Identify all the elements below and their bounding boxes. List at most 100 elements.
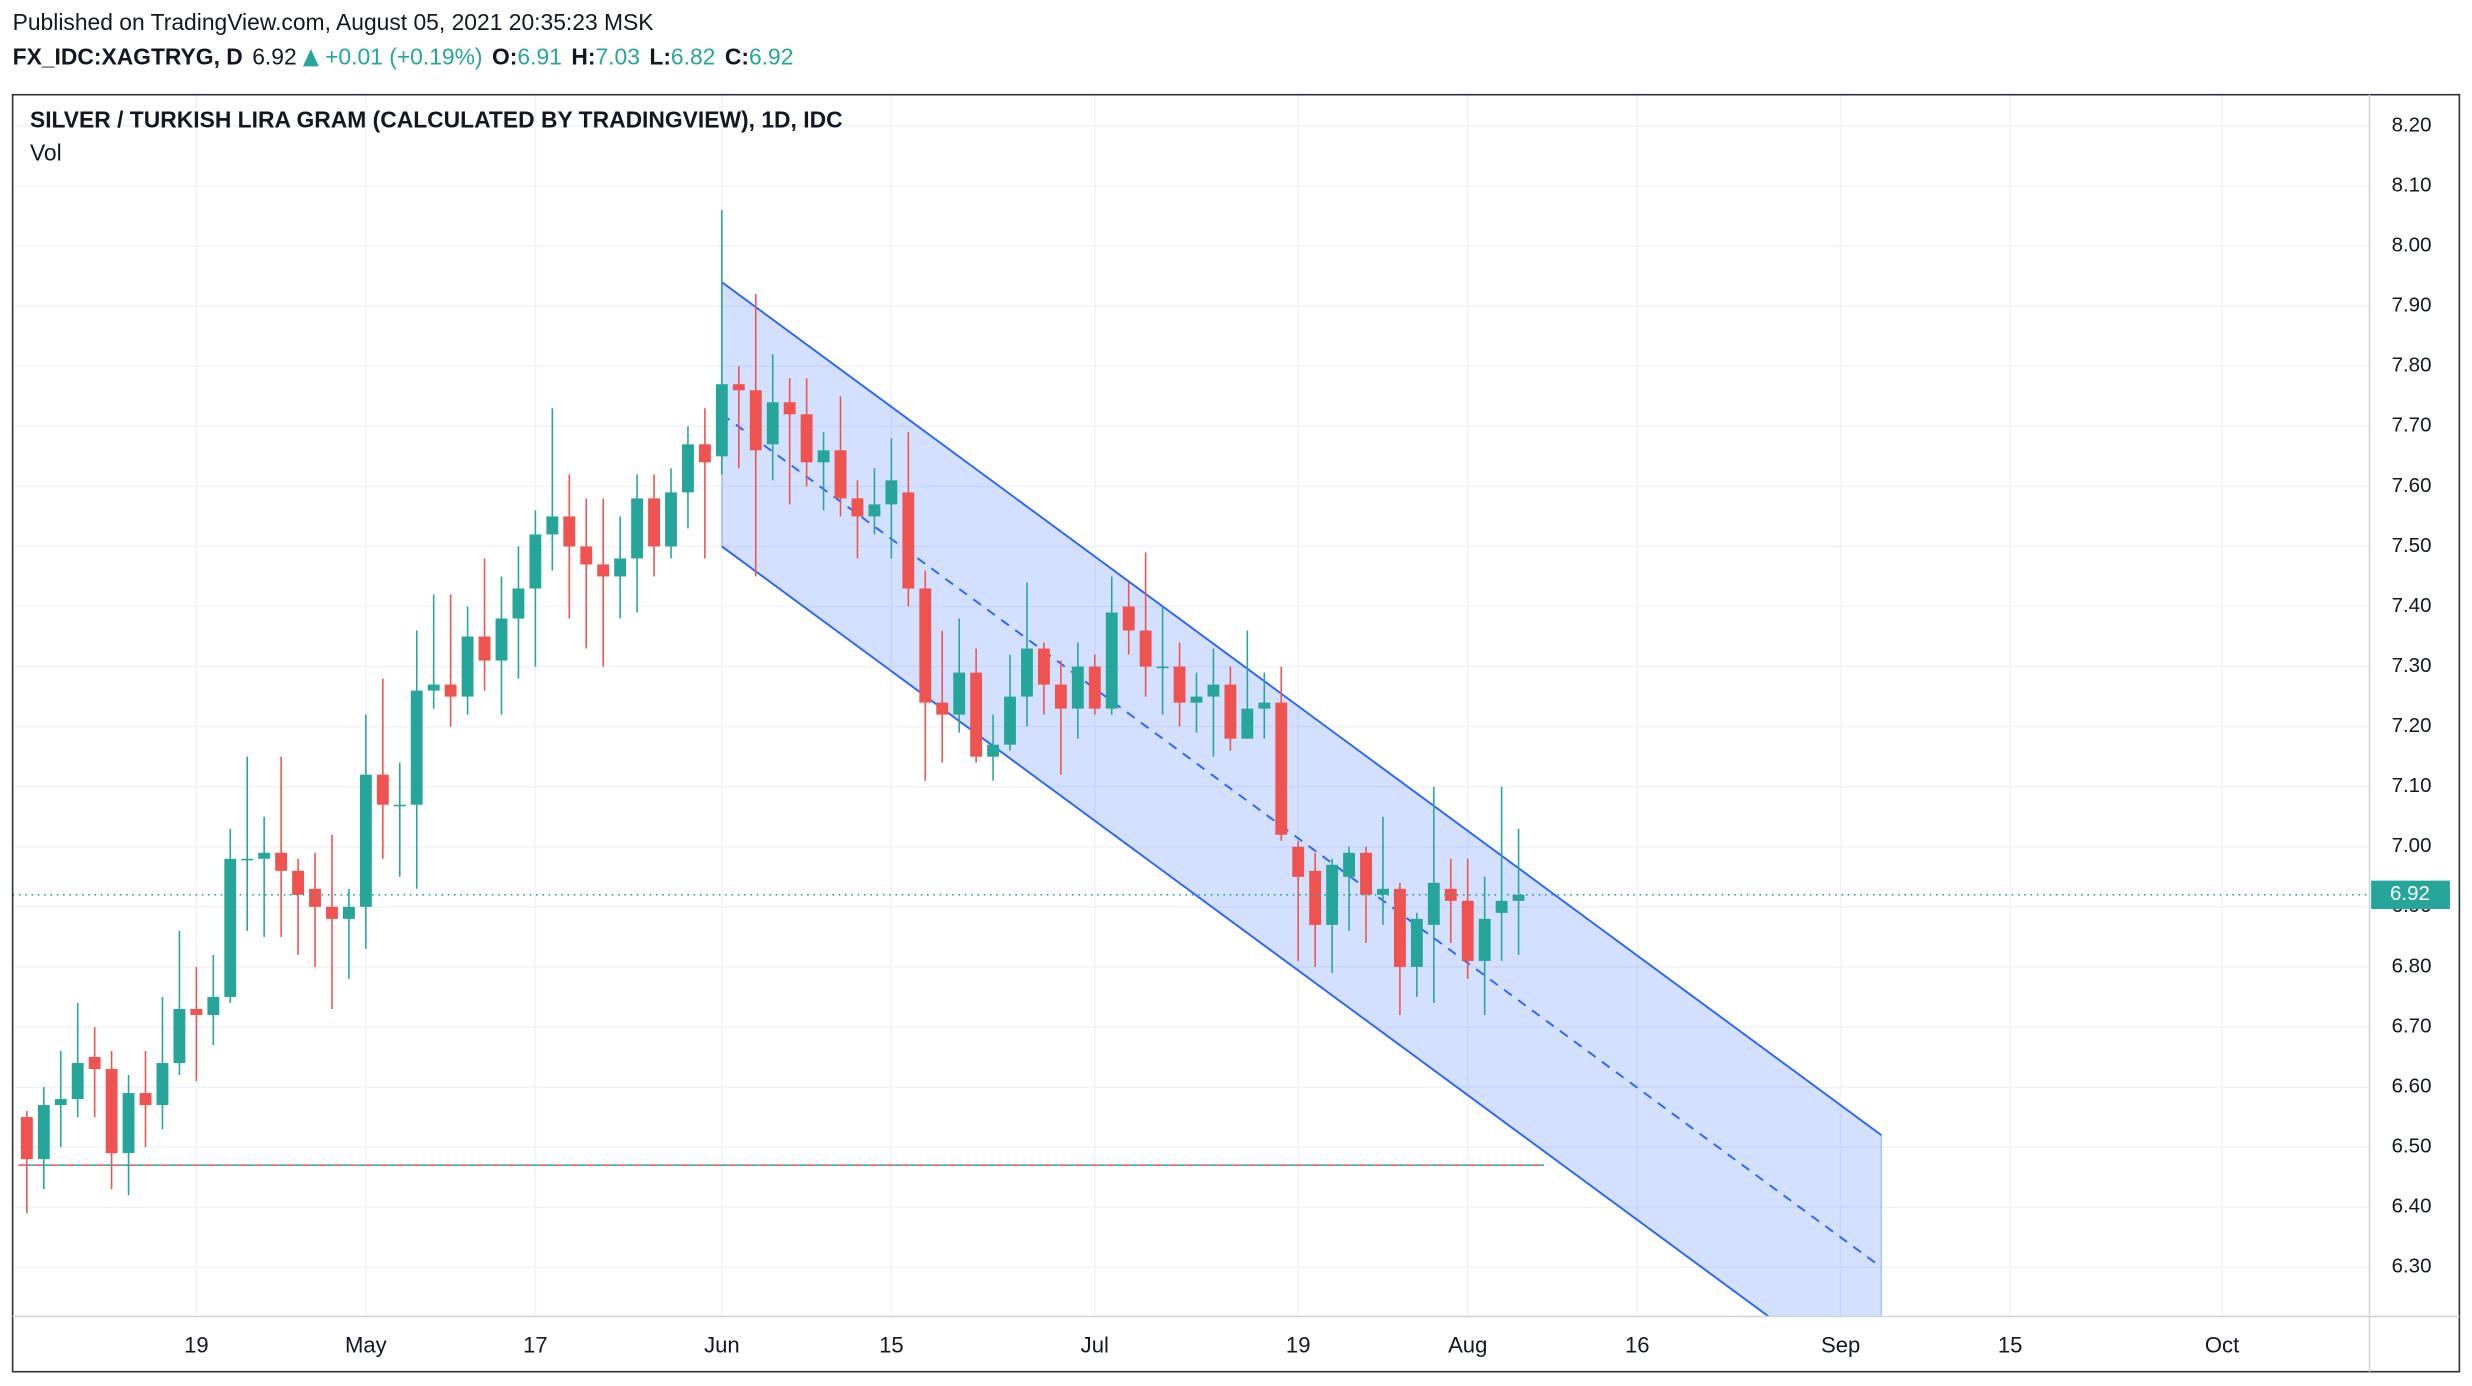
y-tick-label: 6.60 (2392, 1074, 2432, 1097)
candle-body (478, 636, 491, 661)
ohlc-value: 7.03 (595, 43, 639, 69)
frame (11, 93, 2461, 1373)
y-tick-label: 6.80 (2392, 954, 2432, 977)
candle-body (665, 492, 677, 547)
y-tick-label: 7.80 (2392, 354, 2432, 377)
candle-body (207, 996, 220, 1015)
candle-body (1190, 696, 1203, 703)
candle-body (241, 858, 254, 861)
candle-body (1241, 708, 1254, 739)
ohlc-value: 6.82 (671, 43, 715, 69)
candle-body (715, 384, 728, 457)
candle-body (766, 402, 779, 445)
candle-body (54, 1099, 67, 1106)
candle-body (1343, 852, 1355, 877)
symbol: FX_IDC:XAGTRYG, D (13, 43, 243, 69)
y-tick-label: 7.10 (2392, 774, 2432, 797)
candle-body (783, 402, 796, 415)
ohlc-value: 6.91 (517, 43, 561, 69)
y-tick-label: 8.20 (2392, 113, 2432, 136)
candle-body (885, 480, 898, 505)
candle-body (1393, 888, 1406, 967)
candle-body (1461, 900, 1474, 961)
candle-body (1275, 702, 1288, 835)
candle-body (919, 588, 932, 703)
channel-lower (721, 545, 1771, 1317)
last-price-badge (2371, 880, 2450, 910)
x-tick-label: May (345, 1332, 387, 1357)
candle-body (326, 906, 338, 919)
channel-middle (721, 413, 1882, 1269)
candle-body (156, 1063, 169, 1106)
y-tick-label: 7.00 (2392, 834, 2432, 857)
plot-area (12, 210, 2370, 1317)
ohlc-label: L: (649, 43, 671, 69)
candle-body (546, 516, 559, 535)
candle-body (122, 1093, 135, 1154)
candle-body (309, 888, 321, 907)
candle-body (1021, 648, 1033, 697)
x-tick-label: 16 (1625, 1332, 1650, 1357)
candle-body (410, 690, 423, 805)
price: 6.92 (252, 43, 296, 69)
y-tick-label: 6.50 (2392, 1135, 2432, 1158)
candle-body (597, 564, 610, 577)
candle-body (376, 774, 389, 805)
chart-subtitle: Vol (30, 140, 62, 166)
ohlc-label: O: (492, 43, 517, 69)
candle-body (224, 858, 237, 997)
y-tick-label: 7.70 (2392, 414, 2432, 437)
x-tick-label: 17 (523, 1332, 548, 1357)
candle-body (749, 390, 762, 451)
y-tick-label: 7.90 (2392, 294, 2432, 317)
candle-body (563, 516, 576, 547)
last-price-label: 6.92 (2390, 882, 2430, 905)
candle-body (512, 588, 525, 619)
candle-body (648, 498, 660, 547)
candle-body (970, 672, 983, 757)
candle-body (1088, 666, 1101, 709)
axes: 6.306.406.506.606.706.806.907.007.107.20… (184, 113, 2450, 1357)
x-tick-label: Aug (1448, 1332, 1487, 1357)
candle-body (20, 1117, 33, 1160)
x-tick-label: 19 (1286, 1332, 1311, 1357)
y-tick-label: 7.50 (2392, 534, 2432, 557)
y-tick-label: 6.40 (2392, 1195, 2432, 1218)
candle-body (1156, 666, 1169, 669)
ohlc-value: 6.92 (749, 43, 793, 69)
candle-body (868, 504, 881, 517)
candle-body (173, 1008, 186, 1064)
candle-body (461, 636, 474, 697)
ohlc-label: C: (725, 43, 749, 69)
channel-fill (721, 282, 1882, 1317)
published-note: Published on TradingView.com, August 05,… (13, 9, 654, 35)
candle-body (444, 684, 457, 697)
chart-title: SILVER / TURKISH LIRA GRAM (CALCULATED B… (30, 107, 843, 133)
y-tick-label: 7.60 (2392, 474, 2432, 497)
candle-body (834, 450, 847, 499)
candle-body (37, 1105, 50, 1160)
candle-body (1054, 684, 1067, 709)
channel-upper (721, 281, 1882, 1136)
y-tick-label: 7.40 (2392, 594, 2432, 617)
candle-body (258, 852, 271, 859)
x-tick-label: 15 (1998, 1332, 2023, 1357)
candle-body (851, 498, 864, 517)
candle-body (105, 1069, 118, 1154)
candle-body (495, 618, 508, 661)
candle-body (275, 852, 288, 871)
up-arrow (303, 48, 319, 67)
candle-body (427, 684, 440, 691)
candle-body (359, 774, 372, 907)
candle-body (1360, 852, 1372, 895)
y-tick-label: 6.70 (2392, 1014, 2432, 1037)
candle-body (902, 492, 915, 589)
candle-body (800, 414, 813, 463)
candle-body (580, 546, 593, 565)
x-tick-label: Jun (704, 1332, 740, 1357)
candle-body (1173, 666, 1186, 703)
candle-body (614, 558, 627, 577)
candle-body (631, 498, 644, 559)
candle-body (71, 1063, 84, 1100)
